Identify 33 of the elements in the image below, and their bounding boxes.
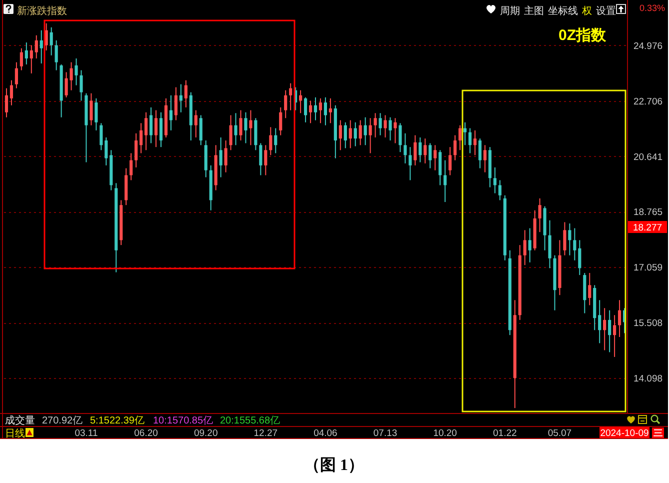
text: 成交量 (5, 414, 35, 426)
x-tick-label: 10.20 (433, 428, 457, 439)
text: 0.33% (639, 3, 665, 13)
x-tick-label: 09.20 (194, 428, 218, 439)
text: 日线 (5, 428, 25, 440)
y-tick-label: 18.765 (633, 207, 663, 218)
text: 270.92亿 (42, 416, 83, 426)
y-tick-label: 20.641 (633, 152, 663, 163)
x-tick-label: 07.13 (373, 428, 398, 439)
x-tick-label: 06.20 (134, 428, 158, 439)
y-tick-label: 14.098 (633, 374, 663, 385)
x-tick-label: 12.27 (254, 428, 278, 439)
x-tick-label: 2024-10-09 (600, 428, 649, 439)
annotation: 设置 (596, 5, 616, 17)
y-tick-label: 15.508 (633, 318, 663, 330)
annotation: 主图 (524, 5, 544, 17)
y-tick-label: 22.706 (633, 96, 663, 108)
x-tick-label: 04.06 (314, 428, 338, 439)
x-tick-label: 01.22 (493, 428, 517, 439)
y-tick-label: 24.976 (633, 40, 663, 52)
cursor-price-label: 18.277 (628, 221, 667, 234)
text: （图 1） (304, 457, 364, 474)
annotation: 权 (581, 5, 592, 17)
text: 20:1555.68亿 (220, 416, 280, 426)
annotation: 周期 (500, 5, 520, 17)
y-tick-label: 17.059 (633, 262, 663, 274)
text: 10:1570.85亿 (153, 416, 214, 426)
text: 5:1522.39亿 (90, 416, 144, 426)
annotation: 坐标线 (548, 5, 578, 17)
x-tick-label: 05.07 (548, 428, 572, 439)
text: 新涨跌指数 (17, 5, 67, 17)
x-tick-label: 03.11 (74, 428, 98, 439)
text: 0Z指数 (558, 27, 607, 44)
